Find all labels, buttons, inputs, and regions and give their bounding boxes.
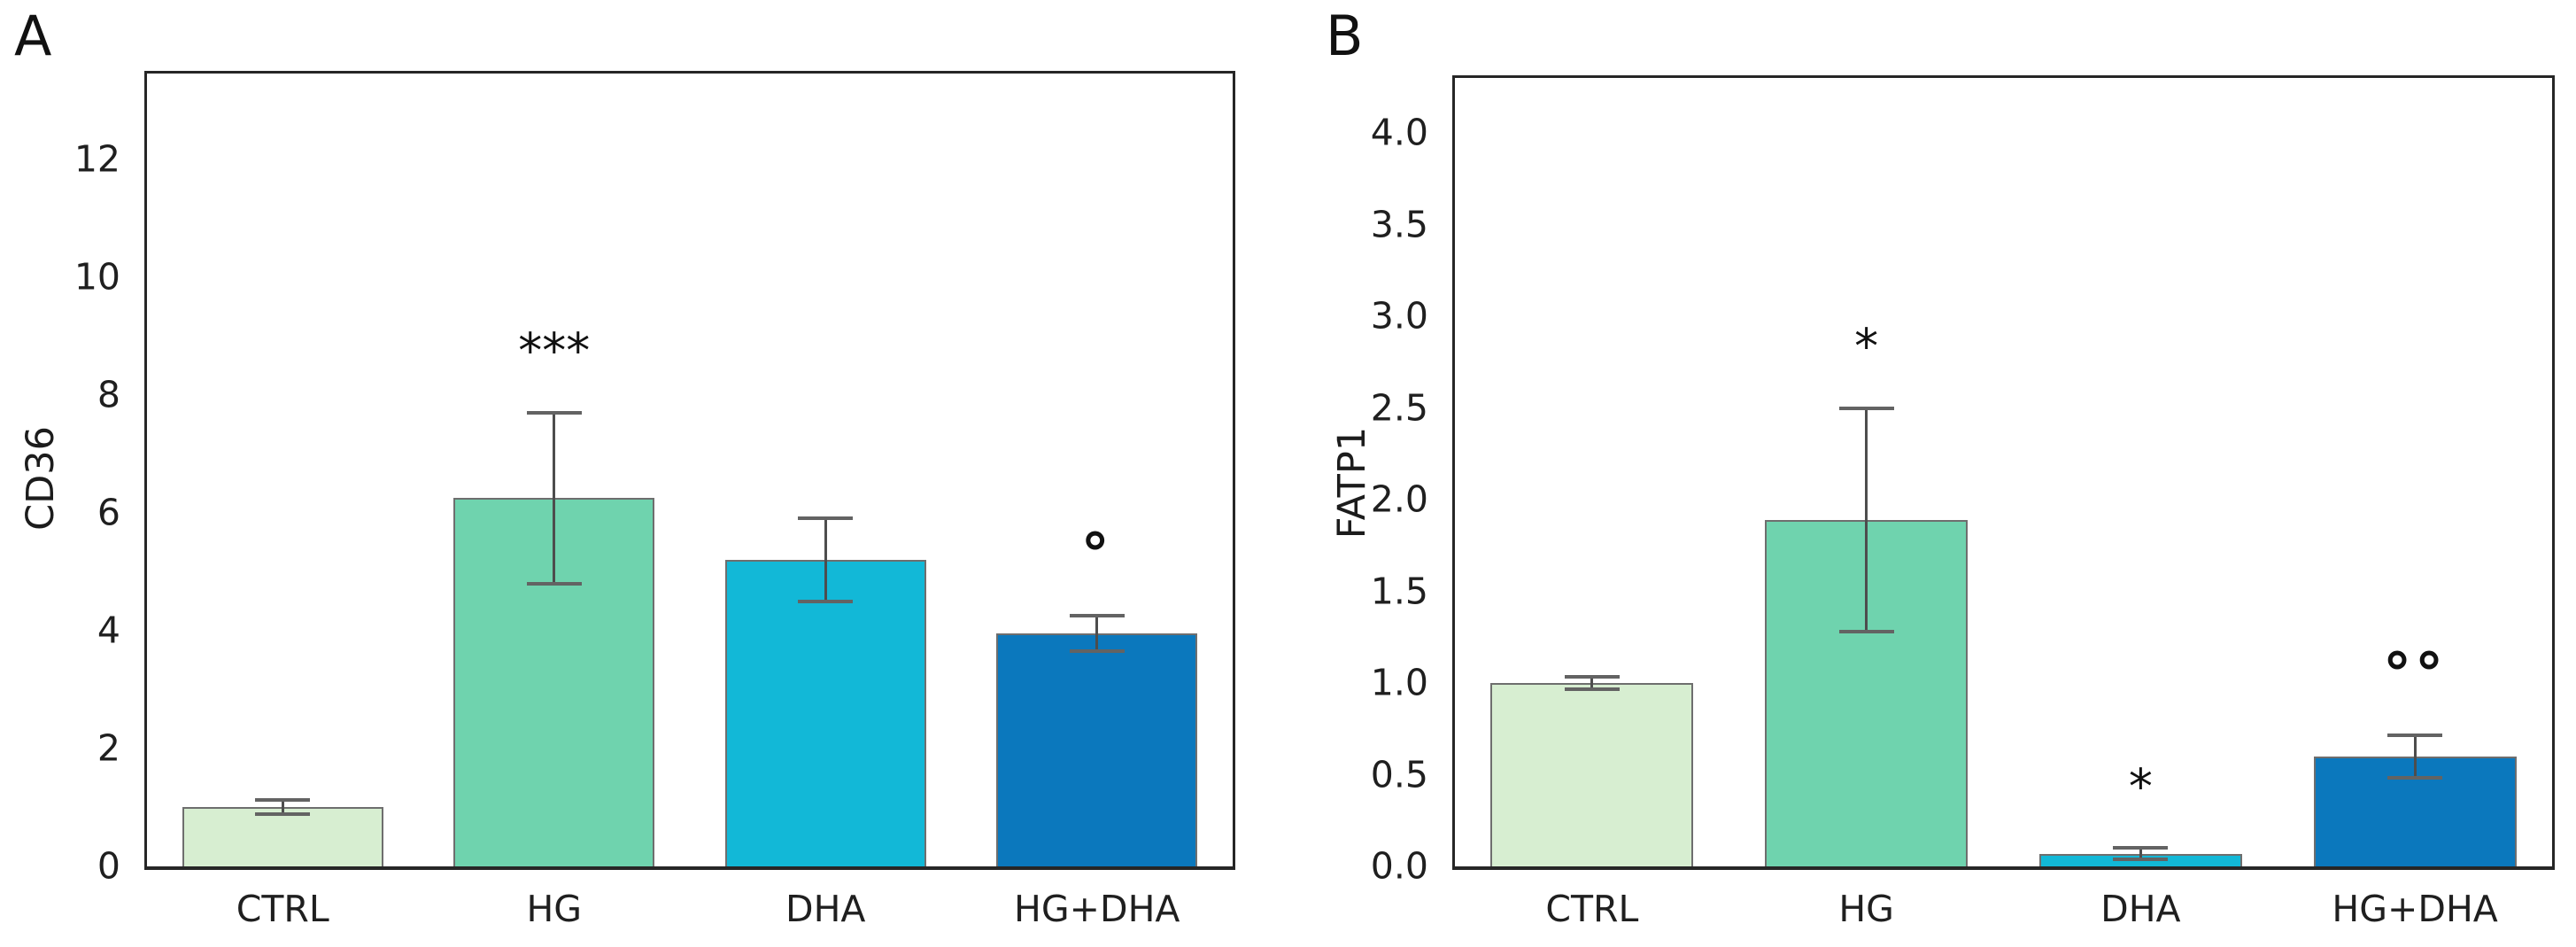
panel-a-plot-area: 0 2 4 6 8 10 12 CTRL *** HG DHA ° HG+DHA (74, 71, 1235, 928)
y-tick-label: 1.5 (1370, 570, 1428, 613)
y-tick-label: 12 (73, 137, 120, 180)
x-category-label: HG (526, 888, 583, 930)
error-cap-top (526, 410, 582, 415)
error-bar (2413, 735, 2417, 778)
error-cap-bottom (1564, 687, 1620, 692)
error-bar (2139, 848, 2142, 859)
error-cap-bottom (526, 581, 582, 586)
bar-dha (724, 559, 926, 866)
error-cap-bottom (1069, 649, 1125, 654)
error-bar (553, 412, 556, 584)
significance-annotation: * (2128, 758, 2153, 815)
x-category-label: HG+DHA (1014, 888, 1180, 930)
y-tick-label: 6 (97, 491, 120, 534)
error-cap-top (1069, 614, 1125, 618)
y-tick-label: 1.0 (1370, 661, 1428, 704)
y-tick-label: 0.0 (1370, 844, 1428, 888)
y-tick-label: 10 (73, 255, 120, 299)
panel-b-plot-area: 0.0 0.5 1.0 1.5 2.0 2.5 3.0 3.5 4.0 CTRL * HG * DHA °°… (1371, 75, 2555, 928)
error-bar (281, 800, 284, 815)
y-tick-label: 2.0 (1370, 477, 1428, 521)
y-tick-label: 0.5 (1370, 753, 1428, 796)
y-tick-label: 0 (97, 844, 120, 888)
error-cap-top (1564, 674, 1620, 679)
significance-annotation: °° (2383, 642, 2448, 709)
x-category-label: HG+DHA (2332, 888, 2498, 930)
error-bar (1590, 676, 1594, 690)
x-category-label: CTRL (236, 888, 329, 930)
error-cap-top (2387, 734, 2443, 738)
error-cap-top (1838, 406, 1894, 410)
y-tick-label: 8 (97, 373, 120, 416)
x-category-label: DHA (785, 888, 866, 930)
x-category-label: CTRL (1545, 888, 1639, 930)
y-tick-label: 4 (97, 609, 120, 652)
y-tick-label: 4.0 (1370, 111, 1428, 154)
significance-annotation: ° (1080, 522, 1113, 588)
error-bar (824, 518, 827, 602)
error-bar (1095, 616, 1099, 652)
error-cap-top (798, 516, 854, 521)
y-tick-label: 3.5 (1370, 203, 1428, 246)
error-cap-top (255, 798, 311, 803)
x-category-label: DHA (2100, 888, 2181, 930)
error-cap-top (2113, 846, 2169, 850)
significance-annotation: * (1854, 318, 1879, 375)
error-cap-bottom (255, 812, 311, 817)
significance-annotation: *** (518, 322, 591, 379)
panel-b-letter: B (1326, 4, 1364, 68)
y-tick-label: 2.5 (1370, 386, 1428, 430)
y-tick-label: 2 (97, 726, 120, 770)
bar-hg-dha (996, 633, 1198, 866)
panel-b-y-axis-label: FATP1 (1330, 426, 1374, 539)
y-tick-label: 3.0 (1370, 294, 1428, 338)
error-bar (1865, 408, 1868, 633)
error-cap-bottom (798, 599, 854, 603)
panel-a-letter: A (14, 4, 52, 68)
x-category-label: HG (1838, 888, 1894, 930)
error-cap-bottom (1838, 630, 1894, 634)
error-cap-bottom (2387, 775, 2443, 780)
error-cap-bottom (2113, 857, 2169, 861)
panel-a-y-axis-label: CD36 (19, 426, 63, 531)
bar-ctrl (1490, 683, 1694, 866)
